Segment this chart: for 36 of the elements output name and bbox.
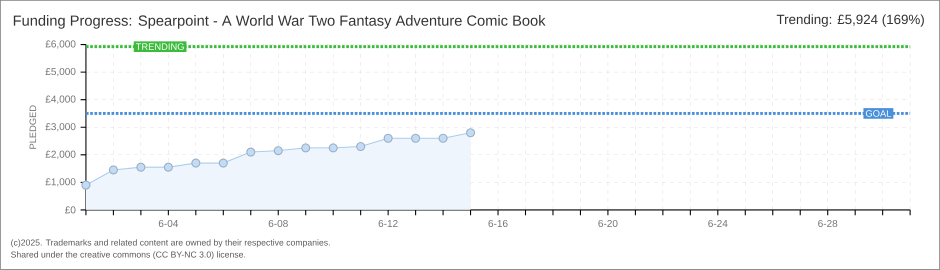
chart-title: Funding Progress: Spearpoint - A World War Two Fantasy Adventure Comic Book — [14, 15, 546, 29]
point — [108, 165, 118, 175]
y-tick-label: £5,000 — [46, 68, 76, 76]
point — [218, 158, 228, 168]
point — [81, 180, 90, 190]
x-tick-label: 6-04 — [158, 220, 178, 228]
y-tick-label: £1,000 — [46, 178, 76, 187]
point — [328, 143, 338, 153]
point — [164, 162, 173, 172]
y-tick-label: £2,000 — [46, 150, 76, 159]
point — [301, 143, 310, 153]
x-tick-label: 6-12 — [378, 220, 398, 228]
point — [411, 134, 420, 143]
point — [274, 146, 283, 156]
ref-line-label: TRENDING — [136, 43, 184, 50]
y-tick-label: £6,000 — [46, 40, 76, 49]
text: (c)2025. Trademarks and related content are owned by their respective companies. — [11, 239, 330, 248]
x-tick-label: 6-24 — [708, 220, 728, 228]
y-axis-title: PLEDGED — [30, 105, 36, 149]
text: Shared under the creative commons (CC BY-NC 3.0) license. — [11, 251, 246, 260]
x-tick-label: 6-20 — [598, 220, 618, 228]
point — [384, 134, 393, 143]
point — [246, 148, 256, 157]
point — [466, 128, 476, 138]
ref-line-label: GOAL — [866, 110, 892, 117]
x-tick-label: 6-08 — [268, 220, 288, 228]
x-tick-label: 6-16 — [488, 220, 508, 228]
point — [438, 134, 448, 143]
x-tick-label: 6-28 — [818, 220, 838, 228]
y-tick-label: £4,000 — [46, 96, 76, 104]
point — [356, 142, 366, 152]
point — [191, 158, 200, 168]
point — [136, 162, 146, 172]
y-tick-label: £0 — [65, 206, 76, 214]
y-tick-label: £3,000 — [46, 123, 76, 132]
text: Trending: £5,924 (169%) — [776, 14, 924, 27]
